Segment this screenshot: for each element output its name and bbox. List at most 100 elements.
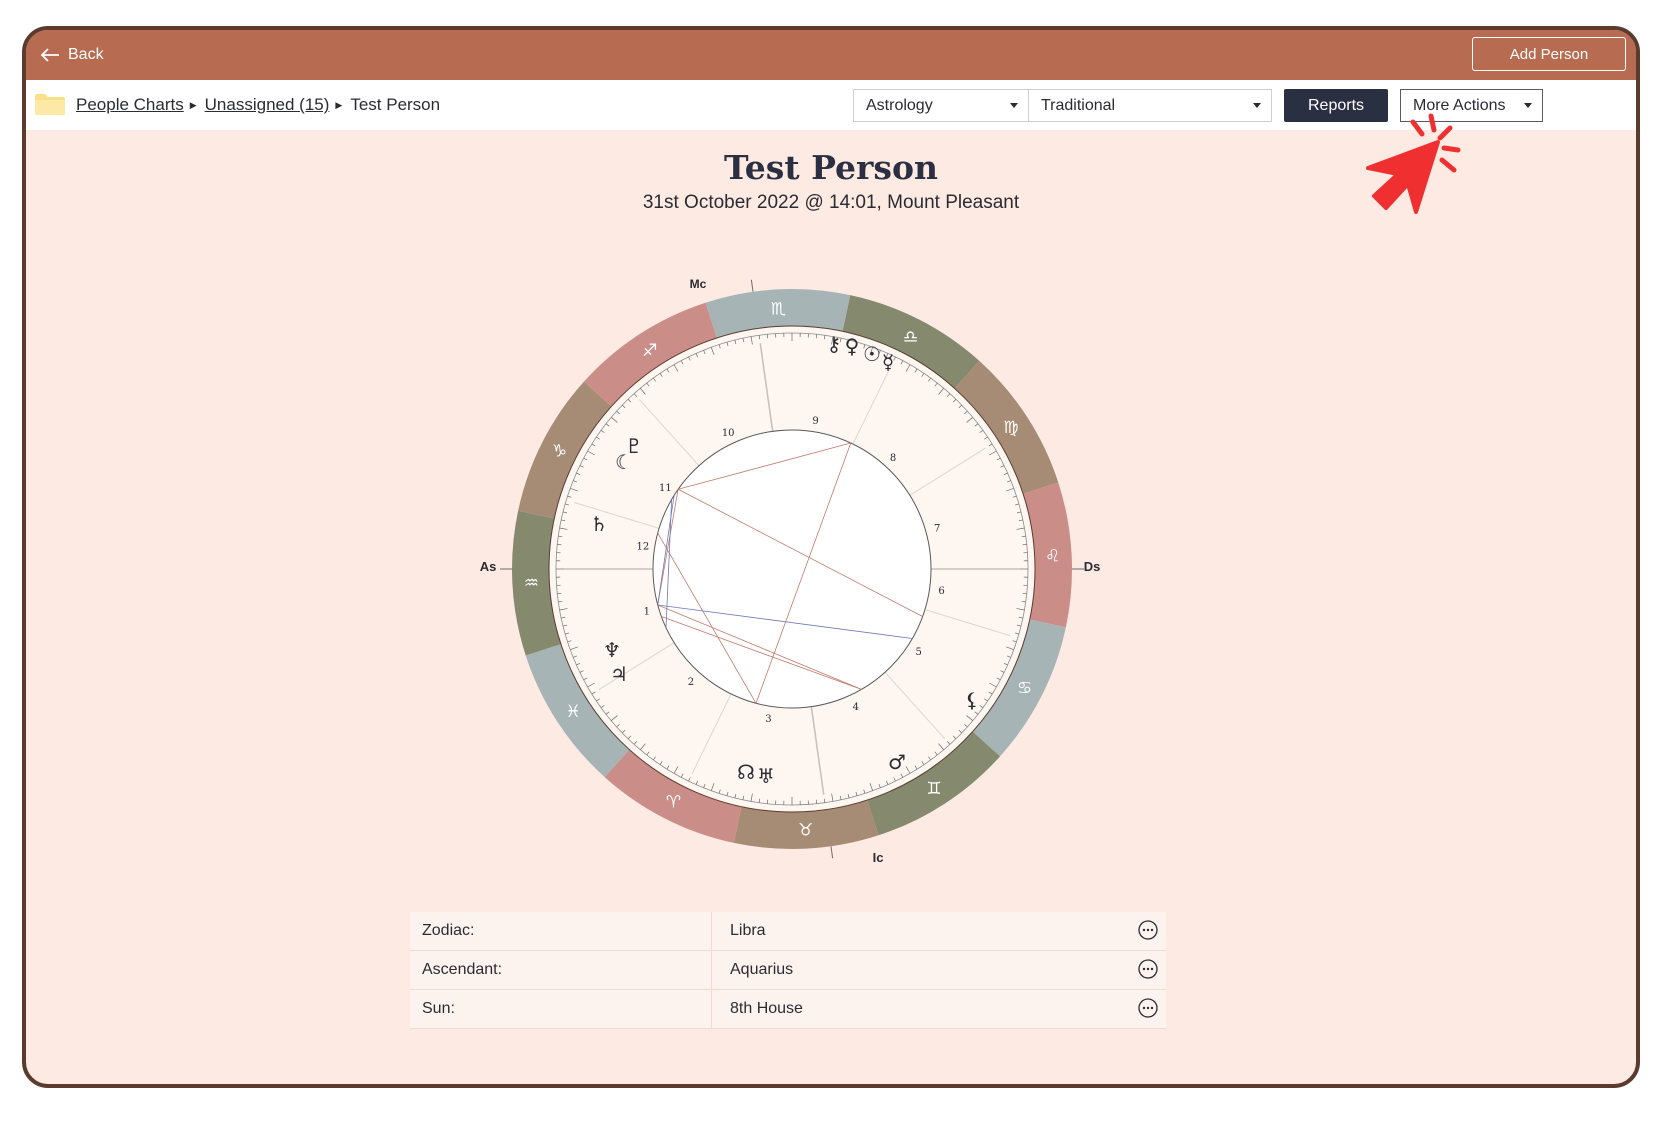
chevron-down-icon bbox=[1253, 103, 1261, 108]
house-cusp-line bbox=[924, 609, 1011, 637]
degree-tick bbox=[600, 705, 605, 709]
table-row: Sun: 8th House bbox=[410, 990, 1166, 1029]
degree-tick bbox=[1016, 527, 1025, 530]
degree-tick bbox=[823, 335, 826, 340]
degree-tick bbox=[567, 495, 572, 498]
house-number: 3 bbox=[765, 714, 771, 725]
aspect-line bbox=[755, 442, 852, 704]
angle-axis-line bbox=[750, 279, 754, 292]
house-cusp-line bbox=[598, 642, 675, 691]
degree-tick bbox=[646, 382, 650, 387]
chiron-icon: ⚷ bbox=[827, 332, 842, 356]
zodiac-sign-glyph-icon: ♒ bbox=[524, 574, 539, 594]
degree-tick bbox=[652, 377, 656, 382]
degree-tick bbox=[610, 715, 618, 721]
degree-tick bbox=[688, 356, 691, 361]
click-pointer-icon bbox=[1366, 113, 1461, 214]
degree-tick bbox=[839, 795, 842, 800]
house-cusp-line bbox=[573, 501, 660, 529]
degree-tick bbox=[680, 773, 684, 778]
degree-tick bbox=[695, 353, 698, 358]
breadcrumb-people-charts[interactable]: People Charts bbox=[76, 95, 184, 114]
detail-value-cell: Libra bbox=[712, 912, 1166, 950]
degree-tick bbox=[565, 632, 570, 635]
detail-label: Zodiac: bbox=[410, 912, 712, 950]
aspect-line bbox=[657, 604, 913, 639]
caret-right-icon: ▶ bbox=[189, 99, 197, 110]
degree-tick bbox=[758, 335, 761, 340]
degree-tick bbox=[558, 600, 563, 603]
degree-tick bbox=[750, 336, 753, 345]
aspect-line bbox=[657, 532, 757, 704]
more-options-icon[interactable] bbox=[1138, 959, 1158, 979]
degree-tick bbox=[946, 741, 951, 745]
degree-tick bbox=[964, 410, 968, 415]
add-person-button[interactable]: Add Person bbox=[1472, 37, 1626, 71]
zodiac-sign-glyph-icon: ♍ bbox=[1003, 418, 1018, 438]
mars-icon: ♂ bbox=[888, 750, 906, 774]
zodiac-sign-segment bbox=[512, 510, 561, 656]
degree-tick bbox=[591, 691, 596, 695]
degree-tick bbox=[718, 344, 721, 349]
degree-tick bbox=[952, 398, 957, 403]
degree-tick bbox=[688, 777, 691, 782]
degree-tick bbox=[573, 480, 578, 483]
degree-tick bbox=[640, 743, 646, 751]
degree-tick bbox=[900, 360, 904, 365]
degree-tick bbox=[583, 457, 588, 461]
reports-button[interactable]: Reports bbox=[1284, 89, 1388, 122]
degree-tick bbox=[646, 751, 650, 756]
mc-label: Mc bbox=[690, 277, 707, 291]
aspect-line bbox=[657, 604, 862, 690]
zodiac-sign-glyph-icon: ♋ bbox=[1017, 678, 1032, 698]
zodiac-sign-segment bbox=[604, 749, 742, 843]
more-options-icon[interactable] bbox=[1138, 998, 1158, 1018]
zodiac-sign-glyph-icon: ♓ bbox=[565, 702, 580, 722]
degree-tick bbox=[742, 795, 745, 800]
degree-tick bbox=[1014, 632, 1019, 635]
degree-tick bbox=[573, 655, 578, 658]
breadcrumb-current: Test Person bbox=[350, 95, 441, 114]
house-cusp-line bbox=[691, 693, 732, 775]
degree-tick bbox=[610, 417, 618, 423]
system-select[interactable]: Astrology bbox=[853, 89, 1029, 122]
degree-tick bbox=[567, 640, 572, 643]
back-button[interactable]: Back bbox=[40, 30, 104, 80]
degree-tick bbox=[893, 356, 896, 361]
chevron-down-icon bbox=[1524, 103, 1532, 108]
more-options-icon[interactable] bbox=[1138, 920, 1158, 940]
degree-tick bbox=[921, 373, 925, 377]
aspect-line bbox=[678, 442, 851, 490]
more-actions-label: More Actions bbox=[1413, 96, 1506, 114]
chart-type-select[interactable]: Traditional bbox=[1028, 89, 1272, 122]
more-actions-button[interactable]: More Actions bbox=[1400, 89, 1543, 122]
house-cusp-line bbox=[884, 671, 945, 739]
degree-tick bbox=[886, 780, 889, 785]
house-number: 6 bbox=[938, 586, 944, 597]
degree-tick bbox=[988, 691, 993, 695]
degree-tick bbox=[621, 404, 626, 409]
ic-label: Ic bbox=[873, 850, 884, 865]
degree-tick bbox=[974, 423, 979, 427]
degree-tick bbox=[1003, 663, 1008, 666]
degree-tick bbox=[627, 735, 632, 740]
zodiac-sign-glyph-icon: ♑ bbox=[552, 442, 567, 462]
degree-tick bbox=[579, 465, 584, 468]
zodiac-sign-segment bbox=[842, 295, 980, 389]
degree-tick bbox=[886, 353, 889, 358]
degree-tick bbox=[562, 511, 567, 514]
house-cusp-line bbox=[759, 343, 774, 432]
house-number: 11 bbox=[659, 483, 672, 494]
degree-tick bbox=[596, 698, 600, 702]
degree-tick bbox=[758, 798, 761, 803]
breadcrumb-unassigned[interactable]: Unassigned (15) bbox=[204, 95, 330, 114]
sun-icon: ☉ bbox=[863, 342, 881, 366]
degree-tick bbox=[984, 698, 988, 702]
degree-tick bbox=[616, 410, 620, 415]
degree-tick bbox=[627, 398, 632, 403]
zodiac-sign-segment bbox=[954, 360, 1059, 494]
degree-tick bbox=[1000, 465, 1005, 468]
house-number: 8 bbox=[890, 453, 896, 464]
zodiac-sign-segment bbox=[525, 644, 630, 778]
degree-tick bbox=[710, 783, 715, 791]
